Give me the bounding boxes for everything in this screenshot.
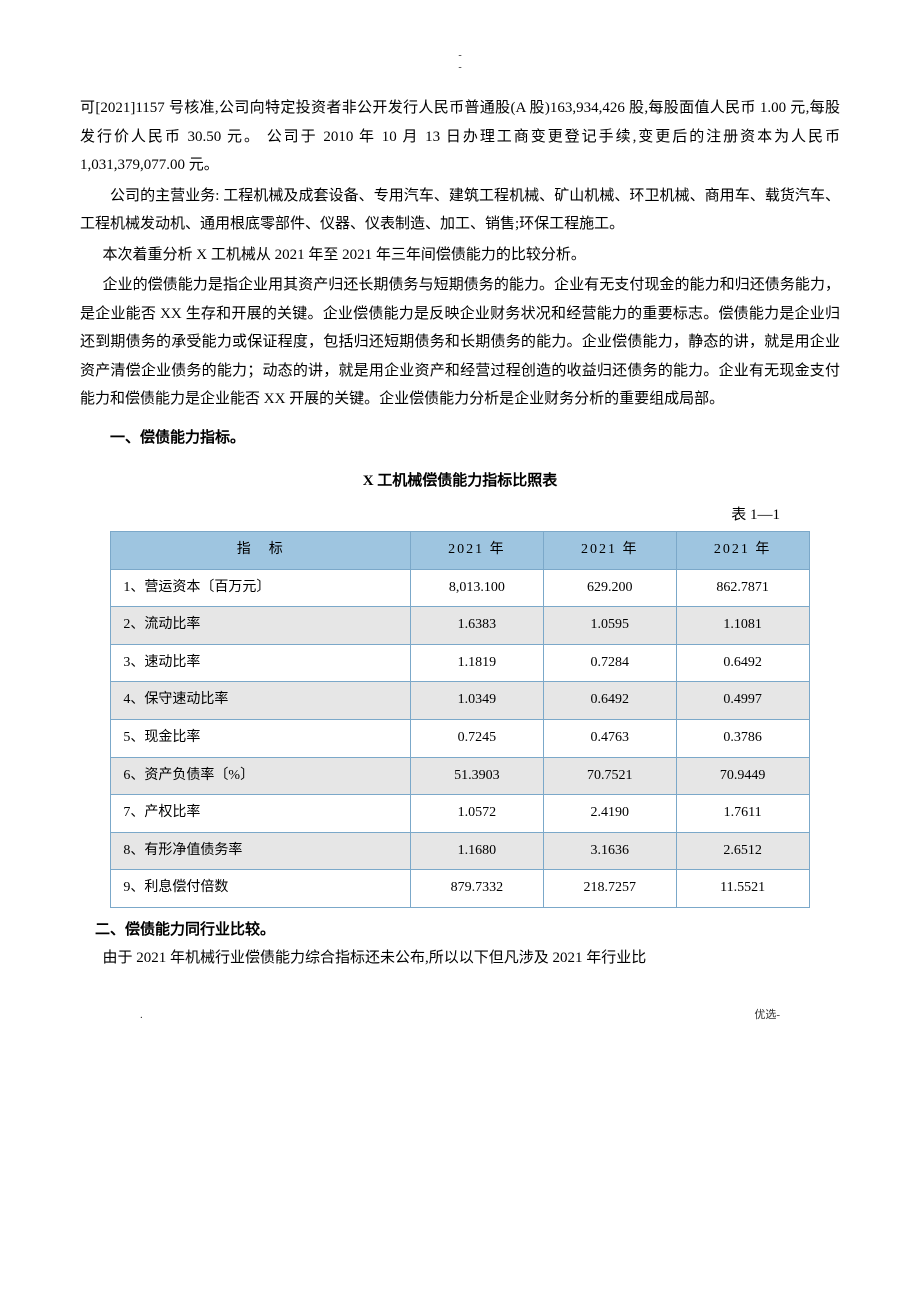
table-row: 7、产权比率1.05722.41901.7611 [111,795,809,833]
cell-value: 70.9449 [676,757,809,795]
table-row: 2、流动比率1.63831.05951.1081 [111,607,809,645]
cell-value: 2.6512 [676,832,809,870]
cell-value: 879.7332 [411,870,544,908]
footer-left: . [140,1005,143,1026]
cell-value: 862.7871 [676,569,809,607]
cell-value: 0.4997 [676,682,809,720]
cell-value: 1.0349 [411,682,544,720]
table-row: 8、有形净值债务率1.16803.16362.6512 [111,832,809,870]
cell-value: 1.7611 [676,795,809,833]
footer-right: 优选- [754,1005,780,1026]
cell-metric: 4、保守速动比率 [111,682,411,720]
section-2-text: 由于 2021 年机械行业偿债能力综合指标还未公布,所以以下但凡涉及 2021 … [80,944,840,973]
cell-metric: 7、产权比率 [111,795,411,833]
table-row: 6、资产负债率〔%〕51.390370.752170.9449 [111,757,809,795]
cell-value: 11.5521 [676,870,809,908]
table-label: 表 1—1 [80,501,840,530]
cell-value: 0.7284 [543,644,676,682]
cell-metric: 8、有形净值债务率 [111,832,411,870]
section-2-heading: 二、偿债能力同行业比较。 [80,916,840,945]
cell-metric: 9、利息偿付倍数 [111,870,411,908]
cell-value: 2.4190 [543,795,676,833]
cell-value: 629.200 [543,569,676,607]
cell-metric: 6、资产负债率〔%〕 [111,757,411,795]
table-header-row: 指 标 2021 年 2021 年 2021 年 [111,532,809,570]
table-row: 3、速动比率1.18190.72840.6492 [111,644,809,682]
cell-value: 8,013.100 [411,569,544,607]
cell-value: 0.6492 [543,682,676,720]
cell-value: 70.7521 [543,757,676,795]
table-row: 4、保守速动比率1.03490.64920.4997 [111,682,809,720]
th-year-1: 2021 年 [411,532,544,570]
cell-value: 1.0595 [543,607,676,645]
th-metric: 指 标 [111,532,411,570]
section-1-heading: 一、偿债能力指标。 [80,424,840,453]
cell-metric: 3、速动比率 [111,644,411,682]
th-year-2: 2021 年 [543,532,676,570]
page-header: - - [80,50,840,74]
table-title: X 工机械偿债能力指标比照表 [80,467,840,496]
cell-value: 0.3786 [676,719,809,757]
cell-value: 1.1081 [676,607,809,645]
cell-value: 1.0572 [411,795,544,833]
paragraph-3: 本次着重分析 X 工机械从 2021 年至 2021 年三年间偿债能力的比较分析… [80,241,840,270]
paragraph-2: 公司的主营业务: 工程机械及成套设备、专用汽车、建筑工程机械、矿山机械、环卫机械… [80,182,840,239]
header-mark-1: - [80,50,840,62]
paragraph-1: 可[2021]1157 号核准,公司向特定投资者非公开发行人民币普通股(A 股)… [80,94,840,180]
cell-metric: 1、营运资本〔百万元〕 [111,569,411,607]
cell-value: 51.3903 [411,757,544,795]
table-row: 5、现金比率0.72450.47630.3786 [111,719,809,757]
header-mark-2: - [80,62,840,74]
cell-value: 1.6383 [411,607,544,645]
page-footer: . 优选- [80,975,840,1026]
th-year-3: 2021 年 [676,532,809,570]
cell-value: 1.1819 [411,644,544,682]
paragraph-4: 企业的偿债能力是指企业用其资产归还长期债务与短期债务的能力。企业有无支付现金的能… [80,271,840,414]
cell-value: 218.7257 [543,870,676,908]
table-row: 9、利息偿付倍数879.7332218.725711.5521 [111,870,809,908]
cell-value: 0.6492 [676,644,809,682]
solvency-table: 指 标 2021 年 2021 年 2021 年 1、营运资本〔百万元〕8,01… [110,531,809,908]
cell-metric: 5、现金比率 [111,719,411,757]
cell-value: 1.1680 [411,832,544,870]
cell-value: 3.1636 [543,832,676,870]
cell-value: 0.4763 [543,719,676,757]
cell-value: 0.7245 [411,719,544,757]
cell-metric: 2、流动比率 [111,607,411,645]
table-row: 1、营运资本〔百万元〕8,013.100629.200862.7871 [111,569,809,607]
